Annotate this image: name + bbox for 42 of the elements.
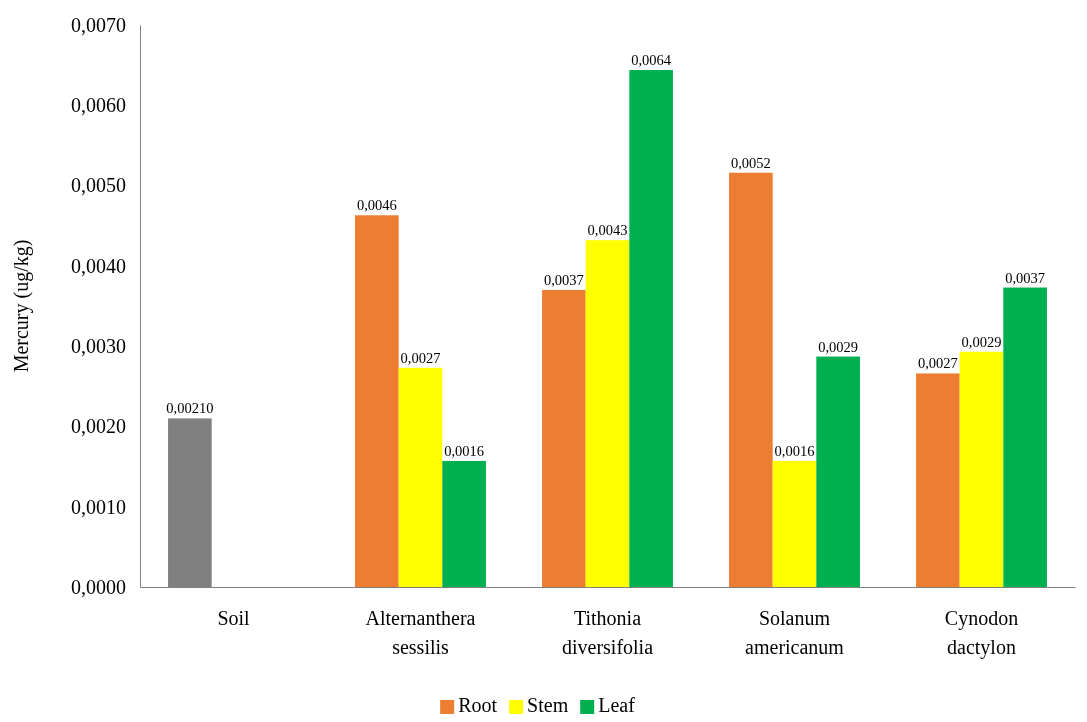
bar xyxy=(585,240,630,587)
bar xyxy=(772,460,817,587)
data-label: 0,0052 xyxy=(730,154,771,171)
bar xyxy=(442,460,486,587)
bar xyxy=(729,172,773,587)
data-label: 0,0064 xyxy=(631,51,672,68)
y-tick-label: 0,0000 xyxy=(71,575,126,598)
bar xyxy=(816,356,860,587)
data-label: 0,0027 xyxy=(917,355,958,372)
data-label: 0,0037 xyxy=(1005,269,1046,286)
data-label: 0,0027 xyxy=(400,349,441,366)
y-tick-label: 0,0060 xyxy=(71,94,126,117)
legend-label: Stem xyxy=(527,694,569,716)
data-label: 0,0037 xyxy=(543,271,584,288)
y-tick-label: 0,0070 xyxy=(71,13,126,36)
bar xyxy=(916,373,960,587)
x-tick-label: Soil xyxy=(217,607,251,629)
x-tick-label: Solanum americanum xyxy=(745,607,845,658)
x-tick-label: Tithonia diversifolia xyxy=(561,607,654,658)
x-tick-label: Alternanthera sessilis xyxy=(365,607,476,658)
y-tick-label: 0,0030 xyxy=(71,335,126,358)
data-label: 0,0029 xyxy=(818,338,859,355)
y-tick-label: 0,0010 xyxy=(71,495,126,518)
bar xyxy=(355,215,399,587)
legend-label: Leaf xyxy=(598,694,636,716)
data-label: 0,0043 xyxy=(587,222,628,239)
data-label: 0,0016 xyxy=(444,442,485,459)
bar xyxy=(542,289,586,587)
bar xyxy=(629,69,673,587)
legend-label: Root xyxy=(458,694,498,716)
bar xyxy=(1003,287,1047,587)
data-label: 0,0016 xyxy=(774,442,815,459)
y-tick-label: 0,0040 xyxy=(71,254,126,277)
y-tick-label: 0,0050 xyxy=(71,174,126,197)
data-label: 0,00210 xyxy=(166,400,214,417)
data-label: 0,0046 xyxy=(356,197,397,214)
bar xyxy=(398,367,443,587)
x-tick-label: Cynodon dactylon xyxy=(944,607,1019,659)
data-label: 0,0029 xyxy=(961,333,1002,350)
y-tick-label: 0,0020 xyxy=(71,415,126,438)
y-axis-title: Mercury (ug/kg) xyxy=(10,239,33,373)
bar xyxy=(959,351,1004,587)
